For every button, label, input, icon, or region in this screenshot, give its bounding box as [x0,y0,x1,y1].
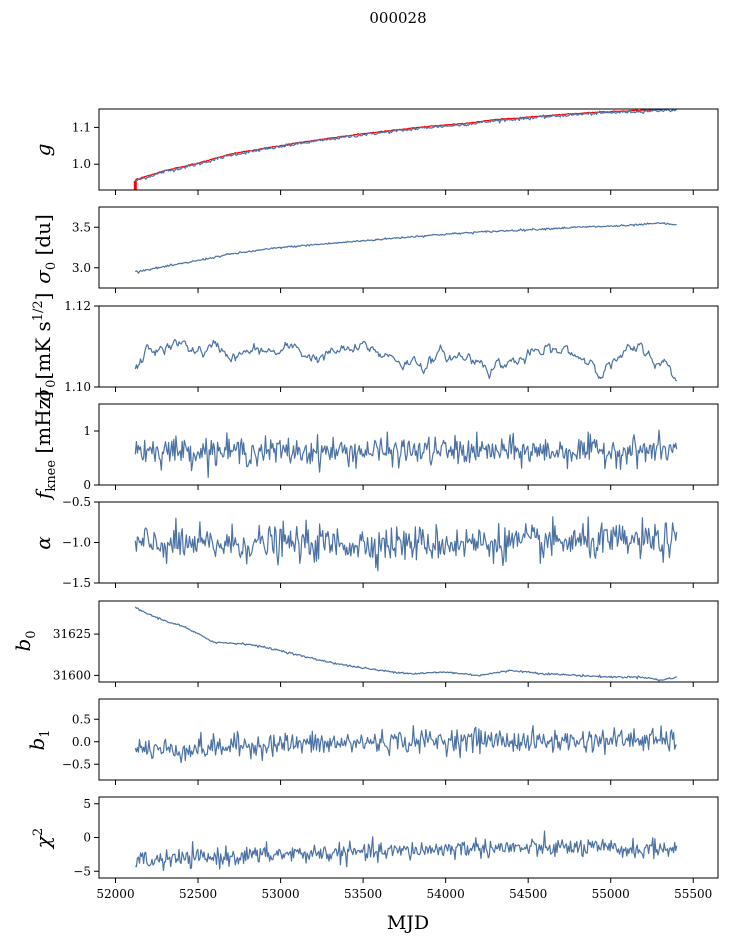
ytick-label-sigma0-mK: 1.12 [64,299,91,313]
ylabel-chi2: χ2 [31,828,55,850]
ytick-label-sigma0-du: 3.5 [72,220,91,234]
panel-alpha: −1.5 −1.0 −0.5 [62,495,719,590]
axes-frame-sigma0-du [98,206,719,289]
ytick-label-sigma0-du: 3.0 [72,261,91,275]
ytick-label-alpha: −1.5 [62,576,91,590]
ytick-label-alpha: −1.0 [62,536,91,550]
x-axis-label: MJD [387,912,429,934]
ytick-label-fknee: 1 [83,424,91,438]
panel-b1: −0.5 0.0 0.5 [62,698,719,785]
series-line-sigma0_du [134,222,677,274]
ytick-label-g: 1.0 [72,157,91,171]
xtick-label: 54500 [509,887,547,901]
xtick-label: 54000 [427,887,465,901]
axes-frame-sigma0-mK [98,305,719,388]
ylabel-sigma0-mK: σ0[mK s1/2] [31,292,59,401]
series-line-alpha [134,516,678,572]
ytick-label-sigma0-mK: 1.10 [64,380,91,394]
ytick-label-g: 1.1 [72,120,91,134]
series-line-sigma0_mK [134,338,678,382]
series-line-b1 [134,725,677,764]
ytick-label-b0: 31625 [53,627,91,641]
panel-fknee: 01 [83,403,719,492]
panels: 1.01.13.03.51.101.1201−1.5−1.0−0.5316003… [53,108,719,901]
ytick-label-fknee: 0 [83,478,91,492]
ytick-label-b1: 0.0 [72,735,91,749]
axes-frame-fknee [98,403,719,486]
ytick-label-chi2: 0 [83,831,91,845]
xtick-label: 55500 [674,887,712,901]
ytick-label-b1: 0.5 [72,712,91,726]
xtick-label: 55000 [592,887,630,901]
ytick-label-chi2: 5 [83,797,91,811]
axes-frame-b1 [98,698,719,781]
ytick-label-b1: −0.5 [62,757,91,771]
panel-sigma0-du: 3.0 3.5 [72,206,719,293]
series-line-reference [135,109,677,181]
xtick-label: 52000 [96,887,134,901]
panel-sigma0-mK: 1.10 1.12 [64,299,719,394]
series-line-fknee [134,429,678,478]
ylabel-g: g [31,144,55,157]
xtick-label: 53000 [261,887,299,901]
ylabel-b1: b1 [25,729,53,750]
figure-title: 000028 [369,9,426,27]
ytick-label-b0: 31600 [53,668,91,682]
panel-b0: 31600 31625 [53,600,719,687]
ylabel-fknee: fknee [mHz] [31,391,59,501]
xtick-label: 53500 [344,887,382,901]
ylabel-alpha: α [31,536,55,550]
ytick-label-alpha: −0.5 [62,495,91,509]
axes-frame-b0 [98,600,719,683]
panel-chi2: −5 0 5 52000 52500 53000 53500 54000 54500 55000 5… [73,796,719,901]
ylabel-sigma0-du: σ0 [du] [31,214,59,284]
panel-g: 1.0 1.1 [72,108,719,195]
xtick-label: 52500 [179,887,217,901]
ylabel-b0: b0 [11,630,39,651]
axes-frame-g [98,108,719,191]
series-line-g [134,109,678,182]
series-line-b0 [134,606,677,682]
series-line-chi2 [134,830,678,872]
ytick-label-chi2: −5 [73,864,91,878]
